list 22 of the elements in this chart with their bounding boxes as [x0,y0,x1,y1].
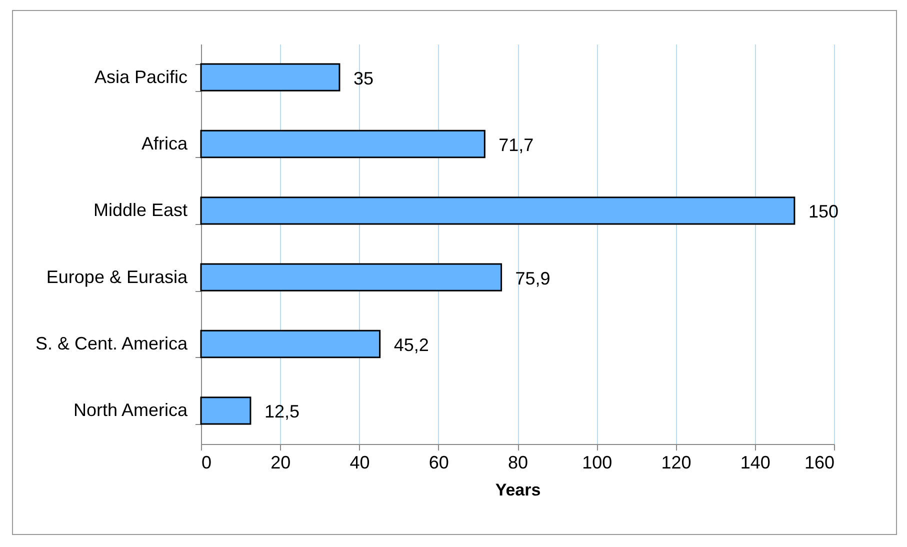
x-tick-label: 80 [508,452,528,472]
data-label: 150 [808,202,838,222]
y-tick-label: North America [73,400,188,420]
x-tick-label: 40 [350,452,370,472]
x-tick-label: 60 [428,452,449,472]
y-tick-label: Middle East [93,200,188,220]
y-tick-label: S. & Cent. America [35,334,188,354]
data-label: 75,9 [515,268,550,288]
y-tick-label: Africa [141,134,188,154]
x-tick-label: 0 [202,452,212,472]
x-tick-label: 120 [661,452,692,472]
data-label: 45,2 [394,335,429,355]
y-tick-label: Asia Pacific [94,66,188,87]
x-axis-title: Years [495,480,541,500]
x-tick-label: 20 [270,452,291,472]
x-tick-label: 140 [740,452,770,472]
y-tick-label: Europe & Eurasia [46,266,188,287]
data-label: 71,7 [498,135,534,155]
x-tick-label: 100 [582,452,612,472]
x-tick-label: 160 [804,452,834,472]
data-label: 12,5 [264,402,300,422]
data-label: 35 [353,68,374,88]
